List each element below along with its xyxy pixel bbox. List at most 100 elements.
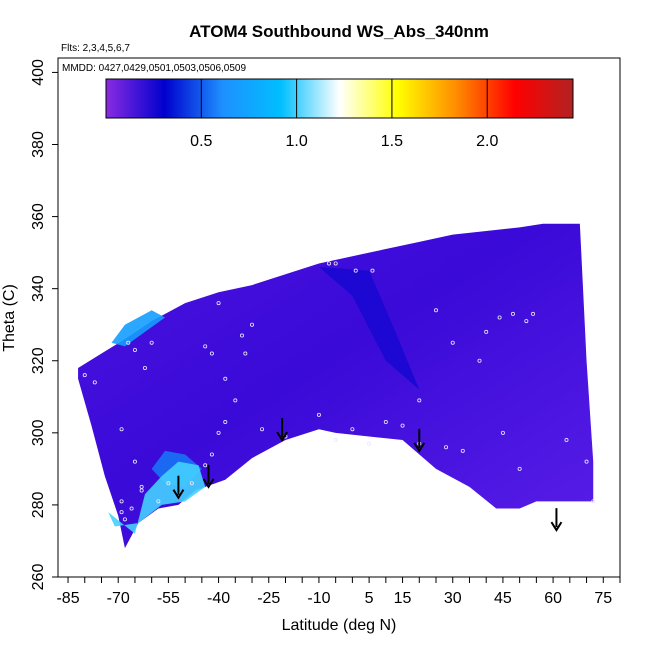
sample-marker <box>209 452 214 457</box>
sample-marker <box>223 376 228 381</box>
colorbar-body <box>105 78 574 119</box>
y-tick-label: 400 <box>30 59 47 86</box>
sample-marker <box>450 340 455 345</box>
y-tick-label: 340 <box>30 275 47 302</box>
sample-marker <box>531 311 536 316</box>
sample-marker <box>156 499 161 504</box>
sample-marker <box>239 333 244 338</box>
sample-marker <box>243 351 248 356</box>
y-axis: 260 280 300 320 340 360 380 400 <box>30 59 58 590</box>
arrow-head <box>276 431 288 442</box>
sample-marker <box>353 268 358 273</box>
colorbar-tick-label: 1.0 <box>285 133 307 150</box>
y-axis-label: Theta (C) <box>1 284 18 352</box>
sample-marker <box>367 441 372 446</box>
light-patch <box>318 267 420 390</box>
sample-marker <box>333 261 338 266</box>
sample-marker <box>132 347 137 352</box>
sample-marker <box>333 438 338 443</box>
y-tick-label: 380 <box>30 131 47 158</box>
sample-marker <box>484 329 489 334</box>
sample-marker <box>477 358 482 363</box>
sample-marker <box>233 398 238 403</box>
colorbar-tick-label: 1.5 <box>381 133 403 150</box>
colorbar <box>105 78 574 119</box>
x-axis-label: Latitude (deg N) <box>282 617 397 634</box>
y-tick-label: 260 <box>30 564 47 591</box>
x-tick-label: 5 <box>365 590 374 607</box>
sample-marker <box>434 308 439 313</box>
sample-marker <box>417 398 422 403</box>
x-axis: -85 -70 -55 -40 -25 -10 5 15 30 45 60 75 <box>56 577 621 607</box>
x-tick-label: -25 <box>257 590 280 607</box>
sample-marker <box>400 423 405 428</box>
y-tick-label: 280 <box>30 491 47 518</box>
x-tick-label: 15 <box>394 590 412 607</box>
x-tick-label: 45 <box>494 590 512 607</box>
sample-marker <box>82 373 87 378</box>
sample-marker <box>119 510 124 515</box>
sample-marker <box>142 365 147 370</box>
sample-marker <box>139 488 144 493</box>
sample-marker <box>119 499 124 504</box>
x-tick-label: -70 <box>107 590 130 607</box>
sample-marker <box>326 261 331 266</box>
x-tick-label: -10 <box>307 590 330 607</box>
colorbar-tick-label: 0.5 <box>190 133 212 150</box>
sample-marker <box>444 445 449 450</box>
y-tick-label: 320 <box>30 347 47 374</box>
sample-marker <box>139 484 144 489</box>
sample-marker <box>510 311 515 316</box>
sample-marker <box>119 427 124 432</box>
sample-marker <box>260 427 265 432</box>
chart-title: ATOM4 Southbound WS_Abs_340nm <box>189 22 489 41</box>
data-field <box>78 223 594 549</box>
x-tick-label: -55 <box>157 590 180 607</box>
flights-label: Flts: 2,3,4,5,6,7 <box>61 43 130 54</box>
colorbar-tick-label: 2.0 <box>476 133 498 150</box>
y-tick-label: 300 <box>30 419 47 446</box>
sample-marker <box>591 499 596 504</box>
sample-marker <box>370 268 375 273</box>
sample-marker <box>584 459 589 464</box>
sample-marker <box>316 412 321 417</box>
sample-marker <box>460 448 465 453</box>
x-tick-label: -85 <box>56 590 79 607</box>
sample-marker <box>216 301 221 306</box>
dates-label: MMDD: 0427,0429,0501,0503,0506,0509 <box>62 63 246 74</box>
upper-patch <box>111 310 166 347</box>
plot-frame <box>57 57 621 578</box>
sample-marker <box>132 459 137 464</box>
field-layer <box>78 223 594 549</box>
sample-marker <box>203 463 208 468</box>
arrow-head <box>413 442 426 453</box>
sample-marker <box>149 340 154 345</box>
sample-marker <box>122 517 127 522</box>
sample-markers <box>82 261 596 522</box>
sample-marker <box>250 322 255 327</box>
high-region <box>108 461 206 534</box>
y-tick-label: 360 <box>30 203 47 230</box>
arrow-markers <box>172 418 563 533</box>
sample-marker <box>500 430 505 435</box>
sample-marker <box>203 344 208 349</box>
sample-marker <box>497 315 502 320</box>
sample-marker <box>129 506 134 511</box>
x-tick-label: 30 <box>444 590 462 607</box>
sample-marker <box>126 340 131 345</box>
sample-marker <box>216 430 221 435</box>
sample-marker <box>209 351 214 356</box>
sample-marker <box>383 420 388 425</box>
arrow-head <box>172 489 185 500</box>
x-tick-label: 75 <box>594 590 612 607</box>
sample-marker <box>350 427 355 432</box>
arrow-head <box>202 478 215 489</box>
x-tick-label: 60 <box>544 590 562 607</box>
sample-marker <box>517 466 522 471</box>
sample-marker <box>524 319 529 324</box>
sample-marker <box>92 380 97 385</box>
x-tick-label: -40 <box>207 590 230 607</box>
sample-marker <box>223 420 228 425</box>
sample-marker <box>166 481 171 486</box>
